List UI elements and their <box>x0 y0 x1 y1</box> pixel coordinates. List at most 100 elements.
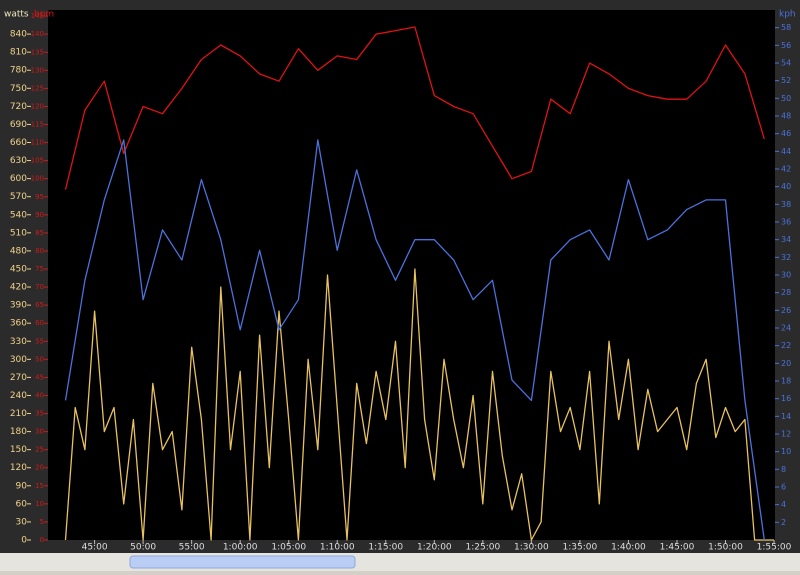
y3-tick-label: 44 <box>781 147 791 156</box>
y3-tick-label: 58 <box>781 23 791 32</box>
y2-tick-label: 60 <box>35 319 44 327</box>
y-axis-label: watts <box>4 10 29 20</box>
y2-tick-label: 145 <box>31 12 44 20</box>
y3-tick-label: 50 <box>781 94 791 103</box>
y2-tick-label: 5 <box>40 518 44 526</box>
series-line <box>64 139 765 541</box>
y3-tick-label: 8 <box>781 465 786 474</box>
y2-tick-label: 120 <box>31 102 44 110</box>
y3-tick-label: 28 <box>781 288 791 297</box>
scrollbar-track[interactable] <box>0 553 800 571</box>
y3-tick-label: 32 <box>781 253 791 262</box>
y3-tick-label: 36 <box>781 218 791 227</box>
x-tick-label: 1:25:00 <box>465 543 500 553</box>
y-tick-label: 210 <box>10 409 27 419</box>
y2-tick-label: 140 <box>31 30 44 38</box>
y2-tick-label: 100 <box>31 175 44 183</box>
y2-tick-label: 20 <box>35 464 44 472</box>
y3-tick-label: 56 <box>781 41 791 50</box>
y3-tick-label: 18 <box>781 377 791 386</box>
y-tick-label: 390 <box>10 301 27 311</box>
y2-tick-label: 125 <box>31 84 44 92</box>
y-tick-label: 330 <box>10 337 27 347</box>
y3-tick-label: 2 <box>781 518 786 527</box>
y2-tick-label: 50 <box>35 355 44 363</box>
y-tick-label: 30 <box>16 517 28 527</box>
x-tick-label: 1:55:00 <box>757 543 792 553</box>
x-tick-label: 1:40:00 <box>611 543 646 553</box>
y-tick-label: 690 <box>10 120 27 130</box>
x-tick-label: 55:00 <box>179 543 205 553</box>
y-tick-label: 120 <box>10 463 27 473</box>
y3-tick-label: 4 <box>781 500 786 509</box>
y2-tick-label: 75 <box>35 265 44 273</box>
y-tick-label: 750 <box>10 84 27 94</box>
x-tick-label: 1:30:00 <box>514 543 549 553</box>
x-tick-label: 50:00 <box>130 543 156 553</box>
y2-tick-label: 55 <box>35 337 44 345</box>
y-tick-label: 240 <box>10 391 27 401</box>
x-tick-label: 1:50:00 <box>708 543 743 553</box>
x-tick-label: 1:35:00 <box>563 543 598 553</box>
y3-tick-label: 40 <box>781 182 791 191</box>
y2-tick-label: 0 <box>40 536 44 544</box>
y2-tick-label: 65 <box>35 301 44 309</box>
y2-tick-label: 45 <box>35 373 44 381</box>
y2-tick-label: 90 <box>35 211 44 219</box>
y-tick-label: 630 <box>10 156 27 166</box>
y2-tick-label: 95 <box>35 193 44 201</box>
scrollbar-thumb[interactable] <box>129 555 356 569</box>
y2-tick-label: 115 <box>31 121 44 129</box>
y3-tick-label: 6 <box>781 483 786 492</box>
y3-tick-label: 46 <box>781 129 791 138</box>
series-line <box>64 268 774 541</box>
plot-area <box>48 10 775 540</box>
y-tick-label: 780 <box>10 66 27 76</box>
y-tick-label: 0 <box>21 536 27 546</box>
y2-tick-label: 135 <box>31 48 44 56</box>
y2-tick-label: 105 <box>31 157 44 165</box>
y-tick-label: 450 <box>10 264 27 274</box>
y-tick-label: 840 <box>10 30 27 40</box>
y3-tick-label: 52 <box>781 76 791 85</box>
x-tick-label: 1:15:00 <box>368 543 403 553</box>
y-tick-label: 90 <box>16 481 28 491</box>
y-tick-label: 360 <box>10 319 27 329</box>
y-tick-label: 270 <box>10 373 27 383</box>
y2-tick-label: 40 <box>35 391 44 399</box>
x-tick-label: 1:20:00 <box>417 543 452 553</box>
y3-tick-label: 22 <box>781 341 791 350</box>
y2-tick-label: 30 <box>35 428 44 436</box>
y3-tick-label: 20 <box>781 359 791 368</box>
y3-tick-label: 54 <box>781 59 791 68</box>
y-tick-label: 60 <box>16 499 28 509</box>
x-tick-label: 1:45:00 <box>660 543 695 553</box>
y2-tick-label: 110 <box>31 139 44 147</box>
y3-tick-label: 12 <box>781 430 791 439</box>
y3-axis-label: kph <box>779 10 796 20</box>
y3-tick-label: 26 <box>781 306 791 315</box>
y3-tick-label: 38 <box>781 200 791 209</box>
y3-tick-label: 30 <box>781 271 791 280</box>
y-tick-label: 510 <box>10 228 27 238</box>
y3-tick-label: 24 <box>781 324 791 333</box>
y3-tick-label: 16 <box>781 394 791 403</box>
x-tick-label: 45:00 <box>82 543 108 553</box>
y3-tick-label: 10 <box>781 447 791 456</box>
y-tick-label: 150 <box>10 445 27 455</box>
series-line <box>64 26 765 190</box>
y2-tick-label: 70 <box>35 283 44 291</box>
y-tick-label: 180 <box>10 427 27 437</box>
y2-tick-label: 80 <box>35 247 44 255</box>
y2-tick-label: 25 <box>35 446 44 454</box>
y3-tick-label: 14 <box>781 412 791 421</box>
y2-tick-label: 10 <box>35 500 44 508</box>
y2-tick-label: 85 <box>35 229 44 237</box>
y-tick-label: 570 <box>10 192 27 202</box>
y-tick-label: 480 <box>10 246 27 256</box>
y3-tick-label: 34 <box>781 235 791 244</box>
y3-tick-label: 42 <box>781 165 791 174</box>
x-tick-label: 1:00:00 <box>223 543 258 553</box>
y2-tick-label: 35 <box>35 410 44 418</box>
